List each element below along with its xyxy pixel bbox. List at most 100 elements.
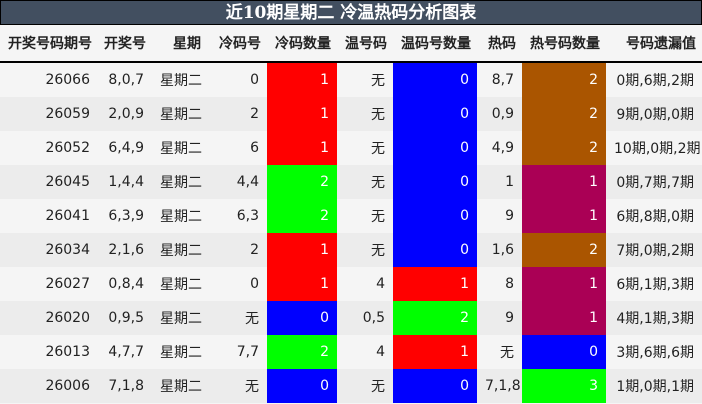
cell-issue: 26020: [0, 301, 98, 335]
cell-cold: 6,3: [207, 199, 267, 233]
cell-warm: 无: [337, 369, 393, 403]
cell-draw: 0,8,4: [98, 267, 152, 301]
cell-hot-count: 1: [522, 199, 606, 233]
cell-warm: 无: [337, 97, 393, 131]
cell-draw: 6,4,9: [98, 131, 152, 165]
cell-warm-count: 1: [393, 335, 477, 369]
table-row: 26041 6,3,9 星期二 6,3 2 无 0 9 1 6期,8期,0期: [0, 199, 702, 233]
cell-warm-count: 0: [393, 62, 477, 97]
cell-warm: 无: [337, 131, 393, 165]
cell-warm: 无: [337, 199, 393, 233]
table-row: 26006 7,1,8 星期二无 0 无 0 7,1,8 3 1期,0期,1期: [0, 369, 702, 403]
header-warm-count: 温码号数量: [393, 25, 477, 63]
cell-cold: 0: [207, 267, 267, 301]
cell-warm-count: 0: [393, 199, 477, 233]
cell-hot: 无: [477, 335, 522, 369]
cell-warm: 无: [337, 62, 393, 97]
cell-warm-count: 0: [393, 97, 477, 131]
cell-miss: 0期,7期,7期: [606, 165, 702, 199]
cell-hot: 9: [477, 301, 522, 335]
cell-weekday: 星期二: [152, 165, 207, 199]
header-draw: 开奖号: [98, 25, 152, 63]
cell-cold: 2: [207, 97, 267, 131]
cell-warm: 4: [337, 335, 393, 369]
cell-hot-count: 1: [522, 165, 606, 199]
cell-hot: 0,9: [477, 97, 522, 131]
table-row: 26013 4,7,7 星期二 7,7 2 4 1 无 0 3期,6期,6期: [0, 335, 702, 369]
cell-issue: 26052: [0, 131, 98, 165]
cell-miss: 6期,8期,0期: [606, 199, 702, 233]
cell-cold: 7,7: [207, 335, 267, 369]
cell-issue: 26006: [0, 369, 98, 403]
cell-miss: 1期,0期,1期: [606, 369, 702, 403]
cell-issue: 26041: [0, 199, 98, 233]
table-row: 26066 8,0,7 星期二 0 1 无 0 8,7 2 0期,6期,2期: [0, 62, 702, 97]
cell-cold-count: 0: [267, 301, 337, 335]
header-warm: 温号码: [337, 25, 393, 63]
cell-miss: 4期,1期,3期: [606, 301, 702, 335]
cell-miss: 10期,0期,2期: [606, 131, 702, 165]
table-row: 26034 2,1,6 星期二 2 1 无 0 1,6 2 7期,0期,2期: [0, 233, 702, 267]
analysis-table: 开奖号码期号 开奖号 星期 冷码号 冷码数量 温号码 温码号数量 热码 热号码数量 号码遗漏值 2…: [0, 25, 702, 403]
table-row: 26020 0,9,5 星期二无 0 0,5 2 9 1 4期,1期,3期: [0, 301, 702, 335]
table-row: 26045 1,4,4 星期二 4,4 2 无 0 1 1 0期,7期,7期: [0, 165, 702, 199]
cell-hot: 8: [477, 267, 522, 301]
cell-cold-count: 0: [267, 369, 337, 403]
cell-issue: 26027: [0, 267, 98, 301]
header-miss: 号码遗漏值: [606, 25, 702, 63]
cell-issue: 26034: [0, 233, 98, 267]
cell-hot-count: 0: [522, 335, 606, 369]
cell-cold: 无: [207, 301, 267, 335]
cell-cold: 6: [207, 131, 267, 165]
cell-warm-count: 0: [393, 233, 477, 267]
chart-title: 近10期星期二 冷温热码分析图表: [0, 0, 702, 25]
cell-cold-count: 1: [267, 131, 337, 165]
cell-hot-count: 2: [522, 233, 606, 267]
header-hot: 热码: [477, 25, 522, 63]
cell-draw: 6,3,9: [98, 199, 152, 233]
cell-warm: 无: [337, 233, 393, 267]
cell-weekday: 星期二: [152, 301, 207, 335]
header-issue: 开奖号码期号: [0, 25, 98, 63]
cell-cold-count: 1: [267, 62, 337, 97]
cell-miss: 3期,6期,6期: [606, 335, 702, 369]
cell-cold-count: 2: [267, 335, 337, 369]
cell-miss: 6期,1期,3期: [606, 267, 702, 301]
cell-hot: 1: [477, 165, 522, 199]
cell-miss: 0期,6期,2期: [606, 62, 702, 97]
cell-draw: 4,7,7: [98, 335, 152, 369]
cell-warm-count: 2: [393, 301, 477, 335]
cell-draw: 0,9,5: [98, 301, 152, 335]
cell-miss: 9期,0期,0期: [606, 97, 702, 131]
cell-cold: 2: [207, 233, 267, 267]
cell-warm: 0,5: [337, 301, 393, 335]
cell-cold: 无: [207, 369, 267, 403]
table-row: 26059 2,0,9 星期二 2 1 无 0 0,9 2 9期,0期,0期: [0, 97, 702, 131]
cell-draw: 7,1,8: [98, 369, 152, 403]
cell-weekday: 星期二: [152, 199, 207, 233]
cell-weekday: 星期二: [152, 369, 207, 403]
cell-draw: 1,4,4: [98, 165, 152, 199]
cell-warm-count: 0: [393, 165, 477, 199]
cell-warm: 无: [337, 165, 393, 199]
cell-cold-count: 2: [267, 199, 337, 233]
header-weekday: 星期: [152, 25, 207, 63]
cell-warm: 4: [337, 267, 393, 301]
header-hot-count: 热号码数量: [522, 25, 606, 63]
cell-issue: 26013: [0, 335, 98, 369]
cell-hot-count: 2: [522, 131, 606, 165]
cell-hot-count: 1: [522, 301, 606, 335]
table-row: 26027 0,8,4 星期二 0 1 4 1 8 1 6期,1期,3期: [0, 267, 702, 301]
cell-hot: 4,9: [477, 131, 522, 165]
cell-issue: 26066: [0, 62, 98, 97]
cell-cold-count: 1: [267, 233, 337, 267]
cell-hot: 8,7: [477, 62, 522, 97]
cell-hot-count: 1: [522, 267, 606, 301]
cell-issue: 26059: [0, 97, 98, 131]
cell-weekday: 星期二: [152, 267, 207, 301]
header-row: 开奖号码期号 开奖号 星期 冷码号 冷码数量 温号码 温码号数量 热码 热号码数量 号码遗漏值: [0, 25, 702, 63]
cell-weekday: 星期二: [152, 335, 207, 369]
cell-draw: 2,1,6: [98, 233, 152, 267]
cell-cold-count: 2: [267, 165, 337, 199]
cell-weekday: 星期二: [152, 233, 207, 267]
